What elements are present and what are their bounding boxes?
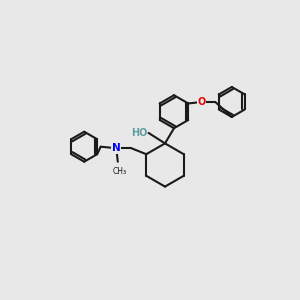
Text: O: O bbox=[198, 97, 206, 107]
Text: CH₃: CH₃ bbox=[112, 167, 126, 176]
Text: N: N bbox=[112, 143, 121, 153]
Text: HO: HO bbox=[130, 128, 147, 138]
